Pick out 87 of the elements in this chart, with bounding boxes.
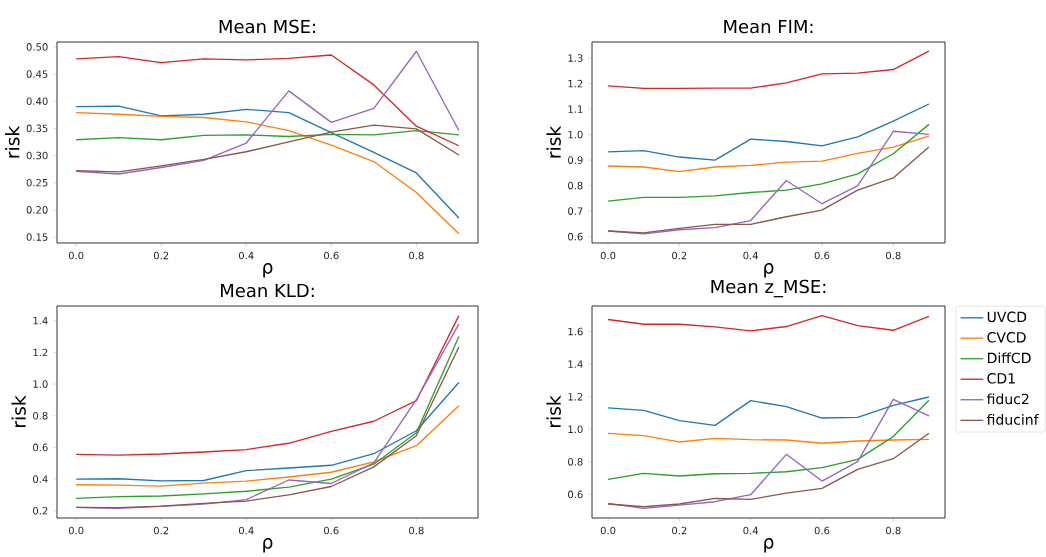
legend-label: fiducinf (986, 414, 1039, 425)
legend-label: DiffCD (987, 352, 1031, 364)
line-series (607, 135, 930, 173)
y-tick-label: 0.2 (33, 506, 48, 515)
y-tick-label: 1.2 (33, 348, 48, 357)
line-series (607, 398, 930, 510)
chart-title: Mean FIM: (724, 19, 813, 34)
y-tick-label: 1.0 (568, 425, 583, 434)
y-tick-label: 0.30 (26, 151, 48, 160)
y-tick-label: 0.8 (568, 458, 583, 466)
legend-label: fiduc2 (986, 393, 1029, 405)
x-tick-label: 0.2 (153, 526, 169, 535)
y-tick-label: 0.20 (26, 206, 48, 214)
line-series (607, 396, 930, 427)
line-series (75, 111, 460, 235)
y-axis-title: risk (546, 395, 561, 427)
line-series (75, 129, 460, 141)
x-tick-label: 0.6 (814, 251, 830, 260)
y-tick-label: 1.4 (33, 317, 48, 325)
chart-title: Mean MSE: (219, 19, 315, 34)
line-series (607, 432, 930, 508)
legend-label: UVCD (987, 311, 1027, 323)
x-tick-label: 0.0 (68, 526, 84, 535)
y-axis-title: risk (11, 395, 26, 428)
x-tick-label: 0.0 (600, 526, 616, 535)
y-tick-label: 0.8 (568, 181, 583, 190)
x-tick-label: 0.6 (324, 526, 339, 535)
x-tick-label: 0.4 (238, 251, 254, 260)
line-series (607, 146, 930, 234)
x-tick-label: 0.8 (409, 251, 424, 260)
y-axis-title: risk (5, 125, 20, 158)
chart-title: Mean z_MSE: (711, 279, 826, 298)
x-tick-label: 0.6 (324, 251, 339, 260)
x-axis-title: ρ (764, 538, 774, 553)
y-tick-label: 0.9 (568, 156, 583, 164)
x-tick-label: 0.8 (886, 526, 901, 535)
line-series (75, 405, 460, 487)
y-tick-label: 0.15 (26, 233, 48, 241)
line-series (607, 50, 930, 90)
x-tick-label: 0.8 (409, 526, 424, 535)
x-axis-title: ρ (263, 263, 273, 278)
y-tick-label: 1.0 (568, 130, 583, 139)
x-tick-label: 0.4 (743, 526, 759, 535)
line-series (75, 105, 460, 219)
x-axis-title: ρ (764, 263, 774, 278)
y-tick-label: 0.6 (33, 443, 48, 452)
y-tick-label: 0.45 (26, 70, 48, 78)
y-tick-label: 0.6 (568, 232, 583, 241)
x-tick-label: 0.0 (68, 251, 84, 260)
x-tick-label: 0.0 (600, 251, 616, 260)
line-series (75, 381, 460, 482)
line-series (75, 124, 460, 173)
line-series (75, 54, 460, 147)
y-tick-label: 1.4 (568, 360, 583, 368)
y-tick-label: 0.4 (33, 475, 48, 483)
y-axis-title: risk (546, 125, 561, 158)
x-tick-label: 0.4 (238, 526, 254, 535)
x-tick-label: 0.2 (672, 251, 687, 260)
line-series (75, 50, 460, 175)
y-tick-label: 0.35 (26, 124, 48, 133)
line-series (607, 314, 930, 332)
y-tick-label: 0.8 (33, 411, 48, 420)
line-series (607, 103, 930, 161)
y-tick-label: 1.2 (568, 79, 583, 88)
y-tick-label: 0.40 (26, 97, 48, 105)
line-series (75, 314, 460, 456)
legend-label: CD1 (987, 373, 1015, 384)
x-tick-label: 0.4 (743, 251, 759, 260)
y-tick-label: 1.3 (568, 54, 583, 62)
y-tick-label: 0.6 (568, 490, 583, 499)
y-tick-label: 1.6 (568, 327, 583, 336)
y-tick-label: 0.50 (26, 43, 48, 51)
y-tick-label: 0.25 (26, 178, 48, 187)
y-tick-label: 0.7 (568, 207, 583, 215)
chart-title: Mean KLD: (221, 283, 314, 298)
line-series (607, 432, 930, 444)
line-series (607, 123, 930, 202)
x-tick-label: 0.2 (153, 251, 169, 260)
line-series (607, 399, 930, 481)
x-axis-title: ρ (263, 538, 273, 553)
x-tick-label: 0.2 (672, 526, 687, 535)
y-tick-label: 1.2 (568, 392, 583, 401)
y-tick-label: 1.0 (33, 380, 48, 388)
y-tick-label: 1.1 (568, 105, 583, 113)
legend-label: CVCD (987, 331, 1026, 343)
x-tick-label: 0.6 (814, 526, 830, 535)
x-tick-label: 0.8 (886, 251, 901, 260)
